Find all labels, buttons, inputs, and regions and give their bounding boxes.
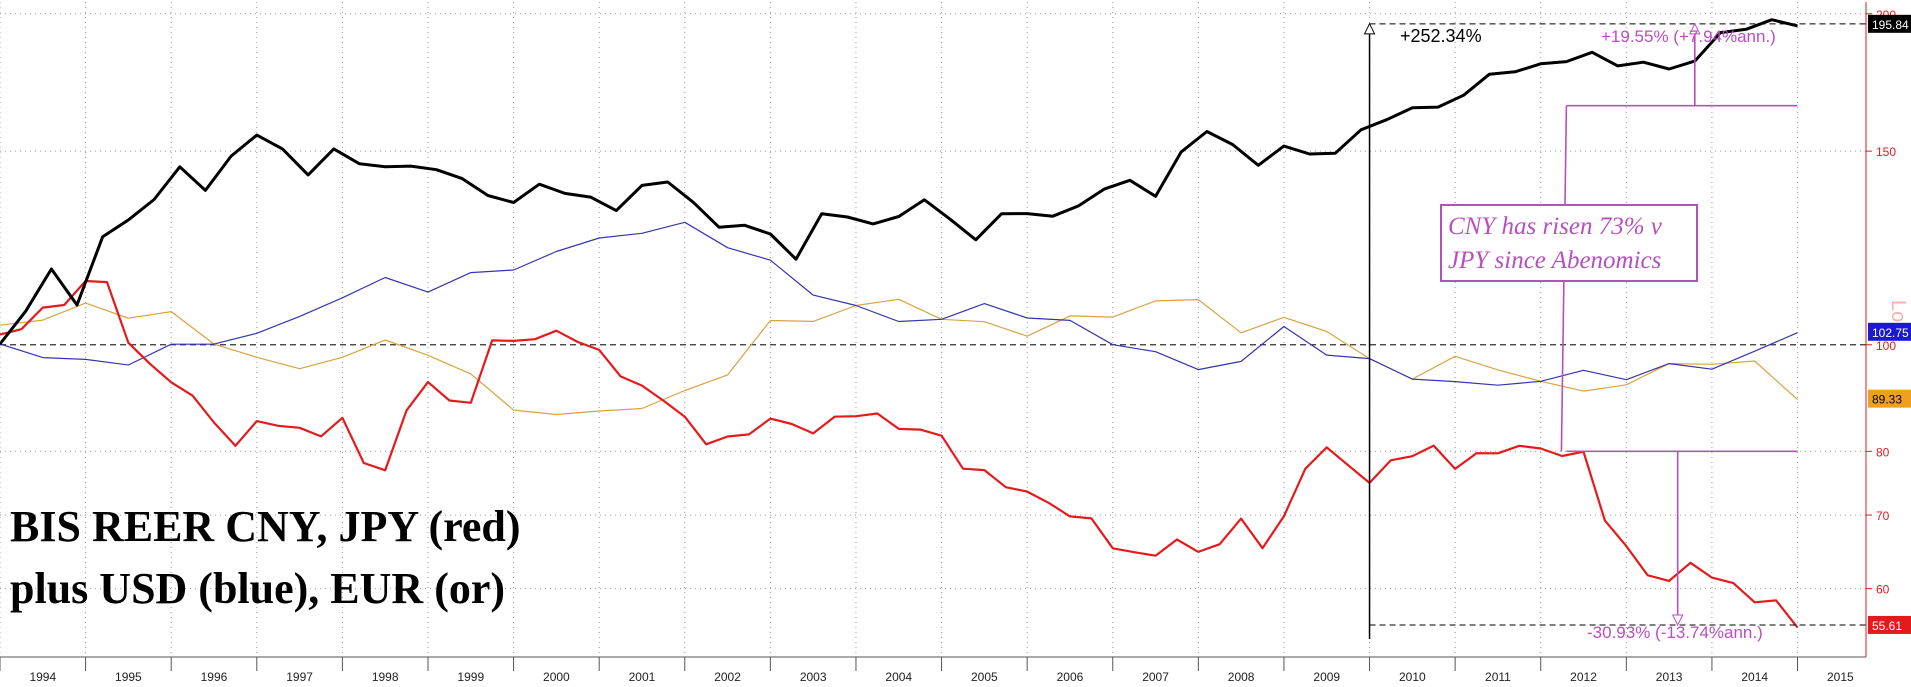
chart-title-line-2: plus USD (blue), EUR (or) bbox=[10, 564, 506, 613]
y-tick-label: 100 bbox=[1876, 339, 1896, 353]
jpy-recent-arrowhead bbox=[1671, 614, 1684, 627]
x-tick-label: 2009 bbox=[1313, 670, 1340, 684]
grid-lines bbox=[0, 2, 1866, 657]
last-value-label-eur: 89.33 bbox=[1872, 393, 1902, 407]
x-tick-label: 2013 bbox=[1656, 670, 1683, 684]
x-tick-label: 2011 bbox=[1485, 670, 1511, 684]
x-tick-label: 2002 bbox=[714, 670, 741, 684]
x-tick-label: 1999 bbox=[457, 670, 484, 684]
x-tick-label: 2003 bbox=[800, 670, 827, 684]
x-tick-label: 2010 bbox=[1399, 670, 1426, 684]
callout-line-2: JPY since Abenomics bbox=[1448, 247, 1662, 274]
y-tick-label: 150 bbox=[1876, 145, 1896, 159]
x-tick-label: 2006 bbox=[1057, 670, 1084, 684]
x-tick-label: 2008 bbox=[1228, 670, 1255, 684]
right-axis-truncated-label: Lo bbox=[1887, 300, 1909, 322]
series-line-usd bbox=[0, 221, 1798, 386]
x-tick-label: 2001 bbox=[629, 670, 656, 684]
cny-recent-change-label: +19.55% (+7.94%ann.) bbox=[1601, 27, 1776, 46]
jpy-recent-change-label: -30.93% (-13.74%ann.) bbox=[1587, 623, 1763, 642]
last-value-badge-usd bbox=[1868, 322, 1911, 341]
last-value-badge-eur bbox=[1868, 389, 1911, 408]
cny-change-label: +252.34% bbox=[1400, 26, 1482, 46]
last-value-labels: 195.84 102.75 89.33 55.61 bbox=[1868, 14, 1911, 634]
x-tick-label: 2000 bbox=[543, 670, 570, 684]
y-tick-label: 70 bbox=[1876, 509, 1890, 523]
annotation-text: +252.34% +19.55% (+7.94%ann.) -30.93% (-… bbox=[1400, 26, 1909, 642]
annotation-lines bbox=[1363, 22, 1866, 639]
x-tick-label: 1997 bbox=[286, 670, 313, 684]
series-line-cny bbox=[0, 18, 1798, 345]
last-value-label-jpy: 55.61 bbox=[1872, 619, 1902, 633]
chart-title-line-1: BIS REER CNY, JPY (red) bbox=[10, 502, 521, 551]
series-line-jpy bbox=[0, 279, 1799, 629]
x-tick-label: 1998 bbox=[372, 670, 399, 684]
y-tick-label: 60 bbox=[1876, 583, 1890, 597]
x-axis: 1994 1995 1996 1997 1998 1999 2000 2001 2002 2003… bbox=[0, 656, 1866, 684]
x-tick-label: 2015 bbox=[1827, 670, 1854, 684]
last-value-badge-cny bbox=[1868, 14, 1911, 33]
x-tick-label: 2007 bbox=[1142, 670, 1169, 684]
abenomics-callout-box: CNY has risen 73% v JPY since Abenomics bbox=[1440, 204, 1698, 282]
x-tick-label: 2014 bbox=[1741, 670, 1768, 684]
cny-change-arrowhead bbox=[1363, 22, 1376, 35]
x-tick-label: 1994 bbox=[29, 670, 56, 684]
last-value-label-usd: 102.75 bbox=[1872, 326, 1909, 340]
last-value-badge-jpy bbox=[1868, 615, 1911, 634]
x-tick-label: 1996 bbox=[201, 670, 228, 684]
y-tick-label: 80 bbox=[1876, 445, 1890, 459]
series-lines bbox=[0, 18, 1799, 629]
x-tick-label: 2004 bbox=[885, 670, 912, 684]
x-tick-label: 2005 bbox=[971, 670, 998, 684]
x-tick-label: 1995 bbox=[115, 670, 142, 684]
series-line-eur bbox=[0, 298, 1798, 416]
last-value-label-cny: 195.84 bbox=[1872, 18, 1909, 32]
callout-line-1: CNY has risen 73% v bbox=[1448, 213, 1662, 240]
x-tick-label: 2012 bbox=[1570, 670, 1597, 684]
cny-recent-arrowhead bbox=[1688, 22, 1701, 35]
